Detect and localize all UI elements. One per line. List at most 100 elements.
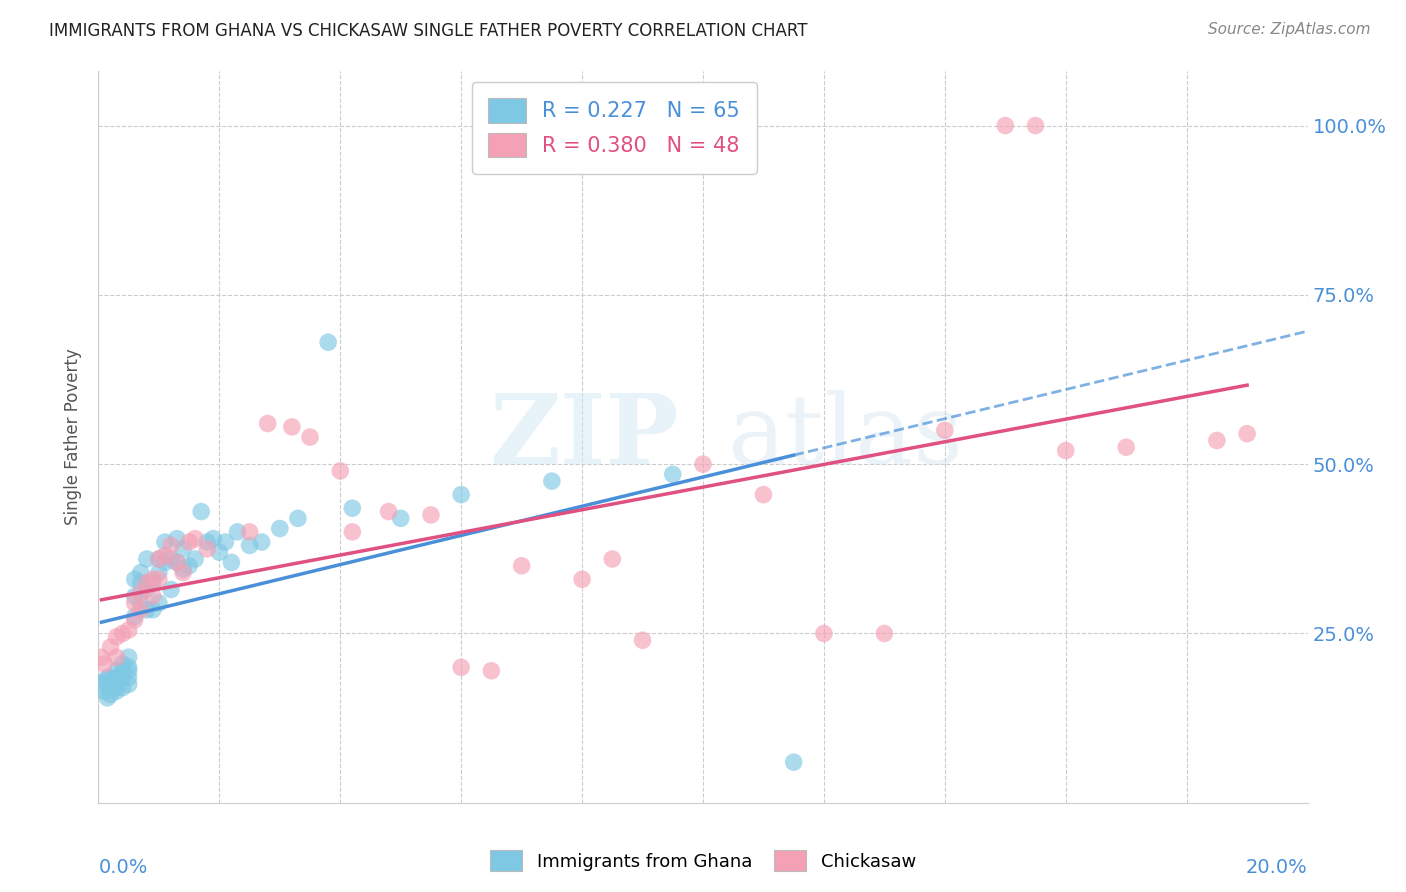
Point xyxy=(105,664,128,678)
Point xyxy=(148,572,170,586)
Point xyxy=(135,575,157,590)
Point xyxy=(342,524,364,539)
Point xyxy=(1206,434,1229,448)
Point xyxy=(148,552,170,566)
Point xyxy=(1024,119,1046,133)
Point xyxy=(124,613,146,627)
Point xyxy=(214,535,236,549)
Point xyxy=(571,572,593,586)
Point xyxy=(166,555,188,569)
Point xyxy=(1054,443,1077,458)
Point xyxy=(129,566,152,580)
Point xyxy=(195,535,218,549)
Point xyxy=(100,640,122,654)
Point xyxy=(239,538,262,552)
Point xyxy=(105,630,128,644)
Point xyxy=(160,582,183,597)
Point xyxy=(179,535,201,549)
Point xyxy=(118,660,141,674)
Point xyxy=(90,677,112,691)
Point xyxy=(118,650,141,665)
Point xyxy=(96,671,118,685)
Point xyxy=(316,335,339,350)
Point xyxy=(135,552,157,566)
Point xyxy=(190,505,212,519)
Point xyxy=(208,545,231,559)
Point xyxy=(105,681,128,695)
Point xyxy=(934,423,956,437)
Point xyxy=(100,677,122,691)
Point xyxy=(172,562,194,576)
Point xyxy=(129,596,152,610)
Point xyxy=(135,582,157,597)
Point xyxy=(602,552,624,566)
Point xyxy=(172,566,194,580)
Point xyxy=(105,650,128,665)
Point xyxy=(93,657,115,671)
Point xyxy=(692,457,714,471)
Point xyxy=(93,684,115,698)
Point xyxy=(90,650,112,665)
Point xyxy=(100,688,122,702)
Point xyxy=(172,541,194,556)
Point xyxy=(287,511,309,525)
Point xyxy=(179,558,201,573)
Point xyxy=(166,555,188,569)
Point xyxy=(148,566,170,580)
Point xyxy=(450,488,472,502)
Point xyxy=(540,474,562,488)
Point xyxy=(202,532,225,546)
Point xyxy=(256,417,278,431)
Point xyxy=(342,501,364,516)
Point xyxy=(111,657,134,671)
Point xyxy=(100,681,122,695)
Point xyxy=(124,609,146,624)
Text: ZIP: ZIP xyxy=(489,390,679,484)
Legend: R = 0.227   N = 65, R = 0.380   N = 48: R = 0.227 N = 65, R = 0.380 N = 48 xyxy=(471,82,756,174)
Point xyxy=(118,671,141,685)
Point xyxy=(142,572,165,586)
Point xyxy=(111,664,134,678)
Point xyxy=(250,535,273,549)
Legend: Immigrants from Ghana, Chickasaw: Immigrants from Ghana, Chickasaw xyxy=(482,843,924,879)
Point xyxy=(129,603,152,617)
Point xyxy=(299,430,322,444)
Point xyxy=(160,552,183,566)
Point xyxy=(420,508,443,522)
Point xyxy=(481,664,503,678)
Point xyxy=(221,555,243,569)
Point xyxy=(135,603,157,617)
Point xyxy=(129,575,152,590)
Point xyxy=(105,671,128,685)
Point xyxy=(1236,426,1258,441)
Point xyxy=(631,633,654,648)
Point xyxy=(118,664,141,678)
Text: Source: ZipAtlas.com: Source: ZipAtlas.com xyxy=(1208,22,1371,37)
Point xyxy=(184,552,207,566)
Point xyxy=(153,549,176,563)
Point xyxy=(389,511,412,525)
Point xyxy=(153,555,176,569)
Point xyxy=(105,677,128,691)
Y-axis label: Single Father Poverty: Single Father Poverty xyxy=(65,349,83,525)
Point xyxy=(269,521,291,535)
Text: IMMIGRANTS FROM GHANA VS CHICKASAW SINGLE FATHER POVERTY CORRELATION CHART: IMMIGRANTS FROM GHANA VS CHICKASAW SINGL… xyxy=(49,22,807,40)
Point xyxy=(994,119,1017,133)
Point xyxy=(142,589,165,603)
Point xyxy=(377,505,399,519)
Point xyxy=(93,673,115,688)
Point xyxy=(195,541,218,556)
Point xyxy=(124,596,146,610)
Point xyxy=(96,690,118,705)
Point xyxy=(510,558,533,573)
Point xyxy=(226,524,249,539)
Point xyxy=(160,538,183,552)
Text: atlas: atlas xyxy=(727,390,963,484)
Text: 20.0%: 20.0% xyxy=(1246,858,1308,877)
Point xyxy=(813,626,835,640)
Point xyxy=(148,552,170,566)
Point xyxy=(100,671,122,685)
Point xyxy=(124,572,146,586)
Point xyxy=(111,671,134,685)
Point xyxy=(142,575,165,590)
